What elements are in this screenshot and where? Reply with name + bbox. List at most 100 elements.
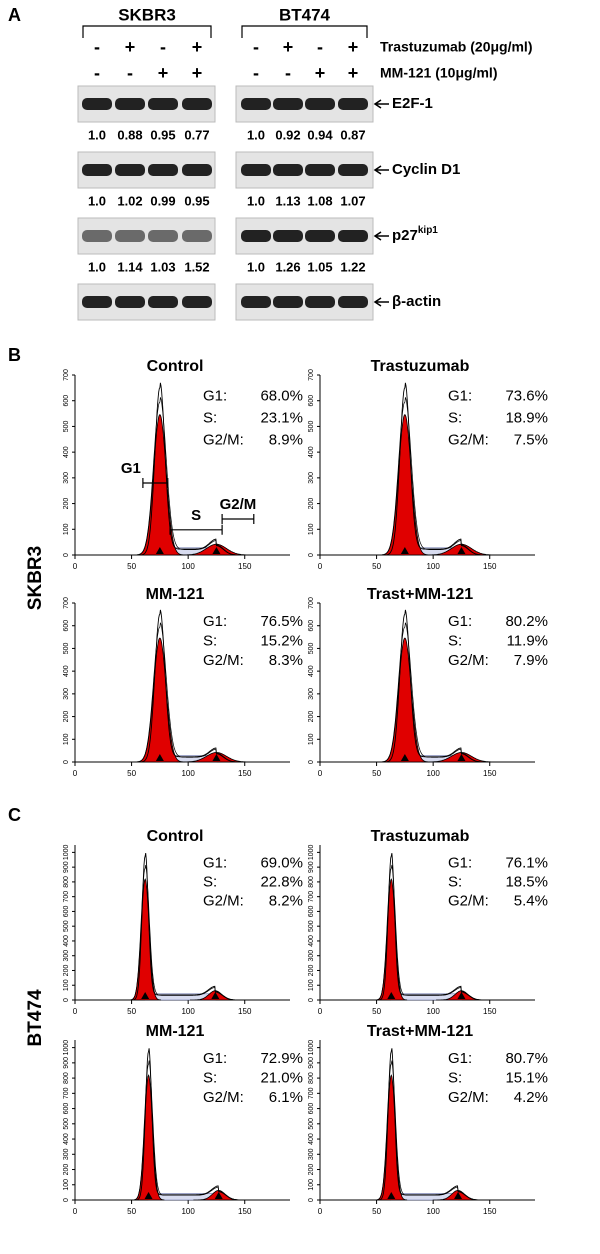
x-tick-label: 100 xyxy=(181,769,195,778)
y-tick-label: 0 xyxy=(63,553,70,557)
x-tick-label: 0 xyxy=(73,562,78,571)
peak-marker xyxy=(400,547,409,554)
band xyxy=(182,296,212,308)
stat-value: 23.1% xyxy=(260,410,303,427)
quantification: 0.94 xyxy=(307,127,333,142)
stat-value: 15.2% xyxy=(260,632,303,649)
band xyxy=(273,98,303,110)
y-tick-label: 200 xyxy=(63,498,70,510)
x-tick-label: 100 xyxy=(181,562,195,571)
y-tick-label: 300 xyxy=(308,472,315,484)
gate xyxy=(142,478,169,488)
stat-value: 76.1% xyxy=(505,855,548,872)
y-tick-label: 700 xyxy=(308,369,315,381)
protein-name: Cyclin D1 xyxy=(392,161,460,178)
y-tick-label: 600 xyxy=(63,395,70,407)
stat-label: G1: xyxy=(203,388,227,405)
quantification: 1.13 xyxy=(275,193,300,208)
histogram xyxy=(78,622,279,763)
plot-title: MM-121 xyxy=(146,1023,205,1040)
gate-label: G1 xyxy=(121,460,141,477)
quantification: 0.77 xyxy=(184,127,209,142)
y-tick-label: 600 xyxy=(308,620,315,632)
quantification: 1.08 xyxy=(307,193,332,208)
stat-label: S: xyxy=(203,410,217,427)
band xyxy=(241,296,271,308)
band xyxy=(241,98,271,110)
quantification: 1.02 xyxy=(117,193,142,208)
y-tick-label: 600 xyxy=(63,905,70,917)
gate-label: S xyxy=(191,507,201,524)
arrow xyxy=(373,99,389,109)
band xyxy=(82,296,112,308)
stat-value: 7.9% xyxy=(514,652,548,669)
stat-label: S: xyxy=(448,632,462,649)
y-tick-label: 300 xyxy=(308,688,315,700)
stat-label: S: xyxy=(203,873,217,890)
plot-title: MM-121 xyxy=(146,586,205,603)
row-label: BT474 xyxy=(25,989,46,1046)
stat-value: 7.5% xyxy=(514,431,548,448)
y-tick-label: 700 xyxy=(308,597,315,609)
x-tick-label: 0 xyxy=(318,1007,323,1016)
y-tick-label: 800 xyxy=(63,876,70,888)
histogram xyxy=(323,1060,524,1201)
y-tick-label: 200 xyxy=(63,1164,70,1176)
stat-label: S: xyxy=(203,632,217,649)
sign: - xyxy=(285,63,291,83)
y-tick-label: 0 xyxy=(63,1198,70,1202)
x-tick-label: 50 xyxy=(372,1207,381,1216)
band xyxy=(273,164,303,176)
y-tick-label: 200 xyxy=(308,965,315,977)
stat-label: G2/M: xyxy=(448,1089,489,1106)
plot-title: Trast+MM-121 xyxy=(367,1023,473,1040)
x-tick-label: 50 xyxy=(127,562,136,571)
y-tick-label: 200 xyxy=(308,1164,315,1176)
stat-label: G2/M: xyxy=(203,892,244,909)
y-tick-label: 400 xyxy=(63,665,70,677)
plot-title: Trastuzumab xyxy=(371,828,470,845)
y-tick-label: 800 xyxy=(308,1072,315,1084)
sign: - xyxy=(160,37,166,57)
quantification: 0.95 xyxy=(184,193,209,208)
stat-label: G1: xyxy=(448,613,472,630)
peak-marker xyxy=(155,547,164,554)
sign: + xyxy=(348,63,359,83)
stat-label: S: xyxy=(448,410,462,427)
sign: + xyxy=(192,63,203,83)
band xyxy=(82,98,112,110)
g1-fit xyxy=(129,878,162,1001)
peak-marker xyxy=(457,992,466,999)
y-tick-label: 700 xyxy=(63,597,70,609)
stat-value: 8.2% xyxy=(269,892,303,909)
histogram xyxy=(78,853,279,1001)
y-tick-label: 100 xyxy=(308,1179,315,1191)
y-tick-label: 300 xyxy=(308,950,315,962)
quantification: 1.0 xyxy=(247,193,265,208)
histogram xyxy=(78,397,279,556)
y-tick-label: 0 xyxy=(63,760,70,764)
gate xyxy=(169,524,223,535)
blot-label: E2F-1 xyxy=(392,95,433,112)
histogram xyxy=(78,864,279,1001)
y-tick-label: 100 xyxy=(63,733,70,745)
y-tick-label: 900 xyxy=(63,1057,70,1069)
sign: - xyxy=(253,63,259,83)
x-tick-label: 50 xyxy=(127,1207,136,1216)
gate xyxy=(221,514,255,524)
quantification: 1.52 xyxy=(184,259,209,274)
band xyxy=(241,164,271,176)
y-tick-label: 800 xyxy=(308,876,315,888)
x-tick-label: 150 xyxy=(238,769,252,778)
stat-label: G1: xyxy=(203,613,227,630)
histogram xyxy=(323,864,524,1001)
x-tick-label: 150 xyxy=(483,769,497,778)
bracket xyxy=(82,25,212,38)
peak-marker xyxy=(387,1192,396,1199)
plot-title: Control xyxy=(147,358,204,375)
quantification: 1.05 xyxy=(307,259,332,274)
stat-value: 6.1% xyxy=(269,1089,303,1106)
quantification: 1.0 xyxy=(247,259,265,274)
band xyxy=(273,230,303,242)
g1-fit xyxy=(134,637,185,763)
